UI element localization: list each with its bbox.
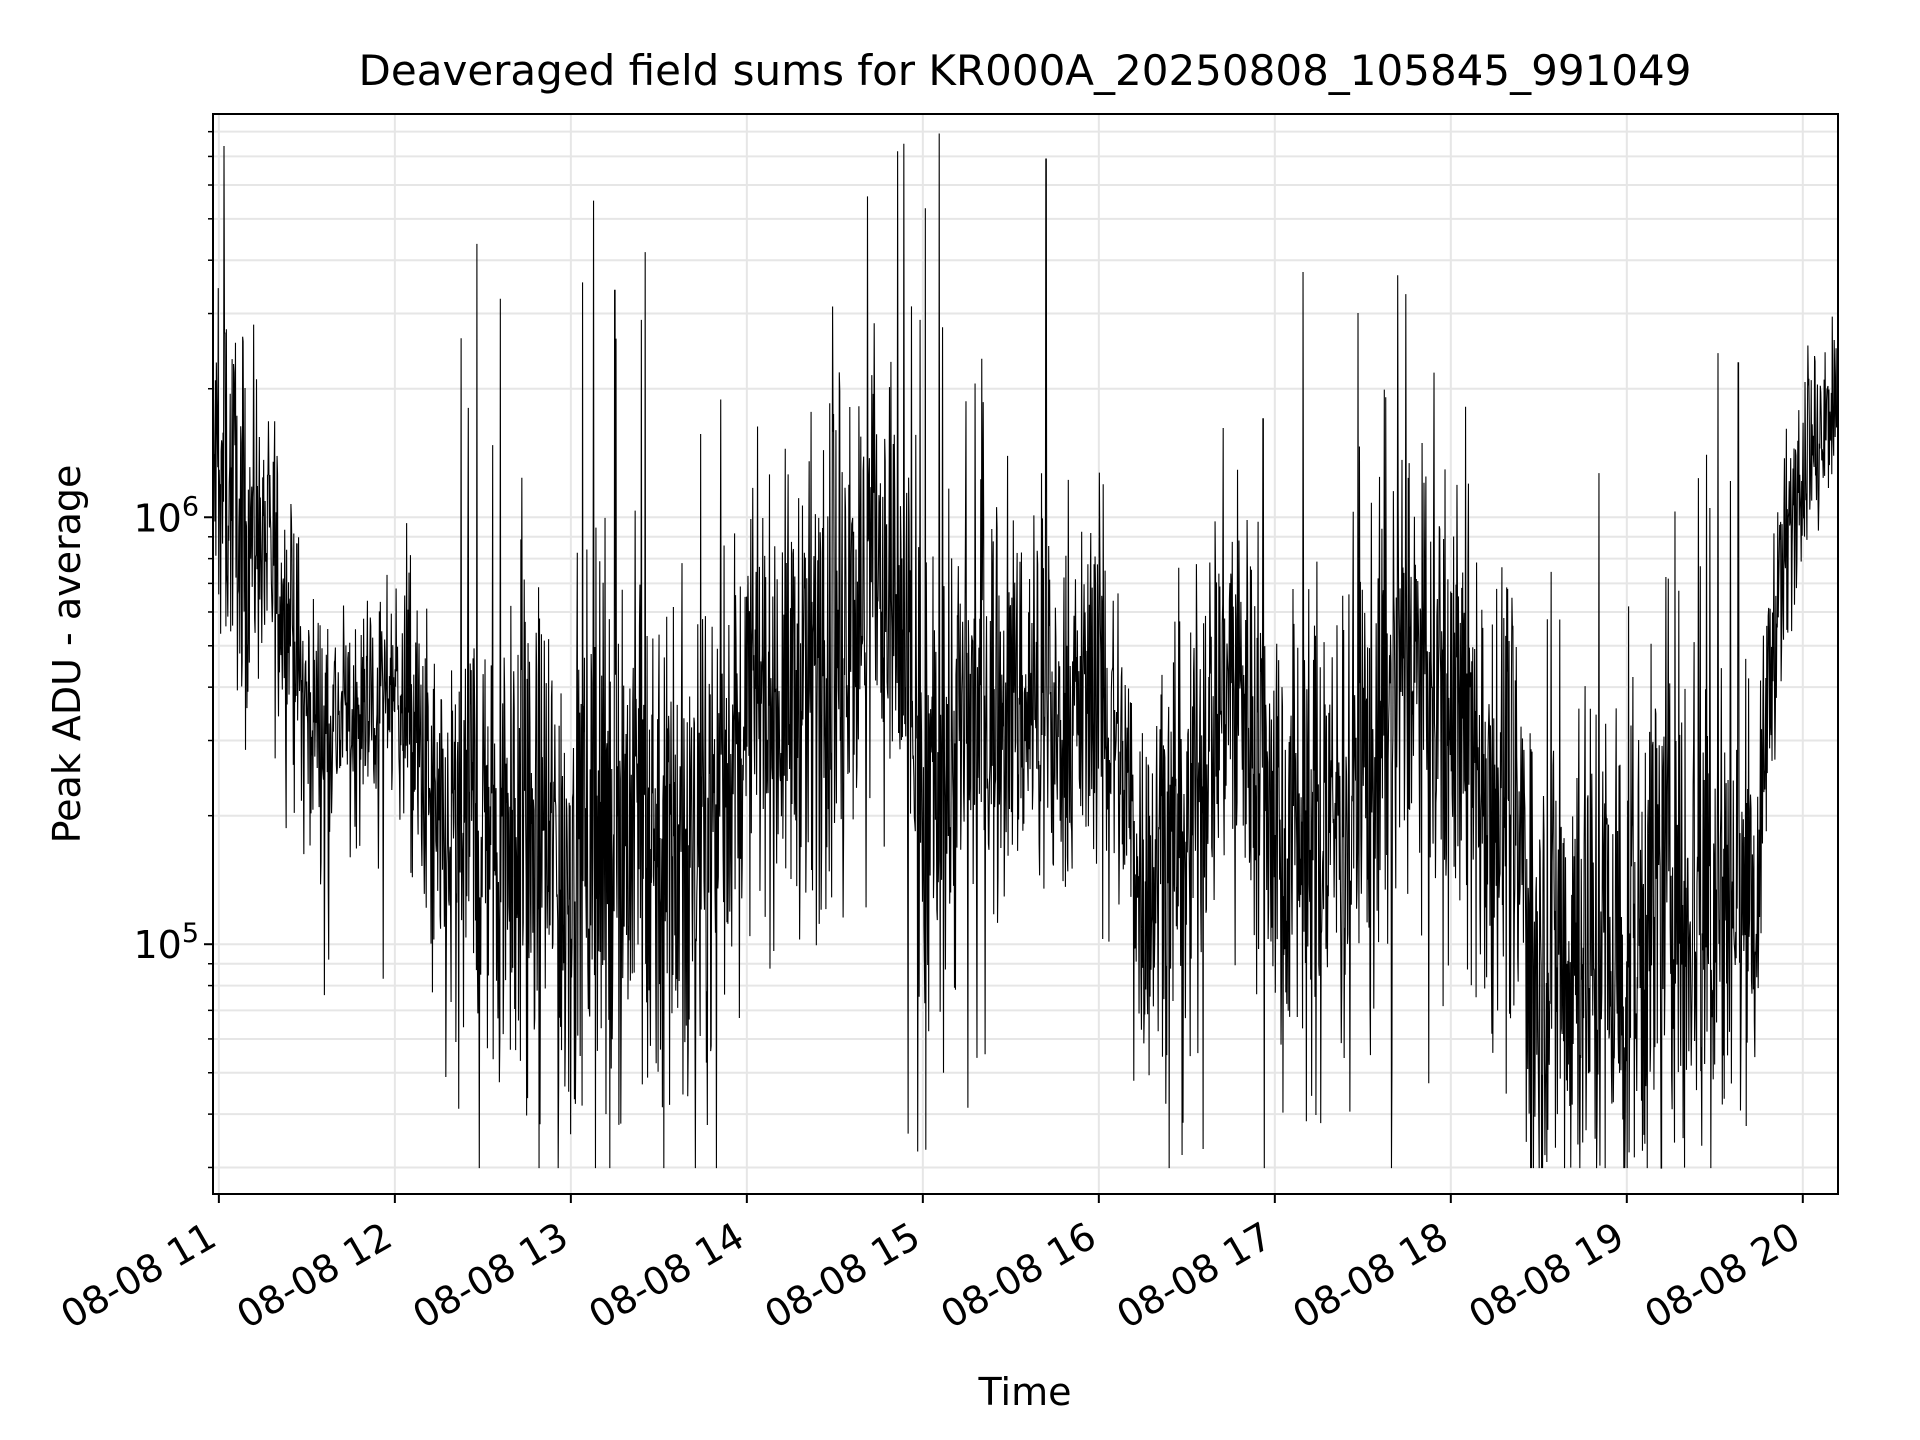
- y-tick-exponent: 6: [182, 491, 199, 522]
- series-layer: [212, 133, 1839, 1169]
- chart-title: Deaveraged field sums for KR000A_2025080…: [359, 46, 1692, 95]
- y-tick-exponent: 5: [182, 918, 199, 949]
- x-axis-label: Time: [978, 1370, 1072, 1414]
- y-tick-base: 10: [133, 923, 181, 967]
- y-tick-label: 106: [133, 491, 199, 540]
- plot-frame: [212, 113, 1839, 1195]
- series-line: [212, 133, 1839, 1169]
- y-tick-label: 105: [133, 918, 199, 967]
- y-tick-base: 10: [133, 496, 181, 540]
- y-axis-label: Peak ADU - average: [45, 465, 89, 844]
